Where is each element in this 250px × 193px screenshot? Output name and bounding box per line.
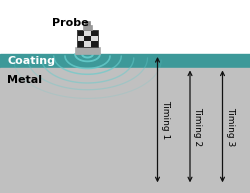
Text: Timing 2: Timing 2: [193, 107, 202, 146]
Bar: [0, 54, 250, 68]
Bar: [83, 25, 92, 30]
Bar: [84, 41, 91, 47]
Text: Probe: Probe: [52, 18, 89, 28]
Bar: [77, 30, 84, 36]
Bar: [77, 36, 84, 41]
Bar: [75, 47, 100, 54]
Bar: [77, 41, 84, 47]
Bar: [84, 36, 91, 41]
Text: Timing 3: Timing 3: [226, 107, 235, 146]
Bar: [91, 41, 98, 47]
Text: Metal: Metal: [8, 75, 42, 85]
Bar: [91, 30, 98, 36]
Text: Coating: Coating: [8, 56, 56, 66]
Bar: [85, 21, 90, 25]
Bar: [0, 68, 250, 193]
Text: Timing 1: Timing 1: [161, 100, 170, 139]
Bar: [91, 36, 98, 41]
Bar: [84, 30, 91, 36]
Bar: [0, 0, 250, 54]
Bar: [77, 30, 98, 47]
